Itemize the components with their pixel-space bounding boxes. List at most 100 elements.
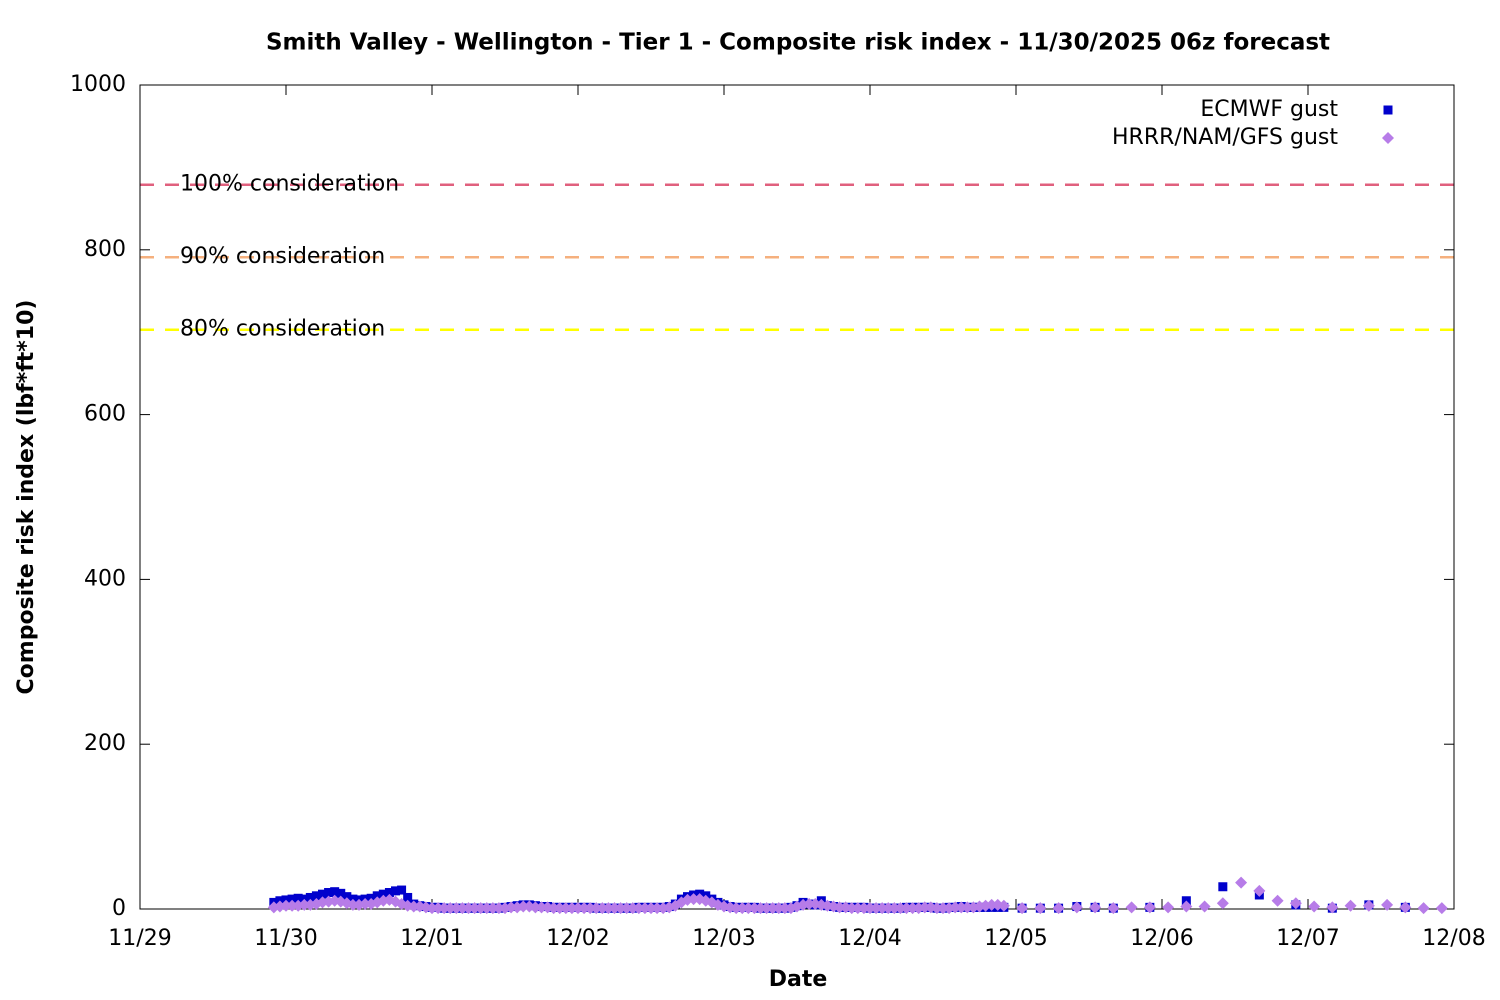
point [900,902,913,915]
point [342,892,352,902]
point [1218,882,1228,892]
x-tick-label: 12/02 [546,926,609,951]
point [778,902,791,915]
point [833,901,846,914]
point [961,901,974,914]
point [1198,900,1211,913]
point [505,901,518,914]
point [882,902,895,915]
point [492,902,505,915]
point [1070,901,1083,914]
reference-label: 100% consideration [180,172,399,197]
point [736,902,749,915]
y-axis-label: Composite risk index (lbf*ft*10) [14,300,39,695]
point [864,902,876,915]
point [1435,902,1448,915]
point [1253,884,1266,897]
point [462,902,475,915]
point [937,902,949,915]
point [287,894,297,904]
point [1289,897,1302,910]
point [1089,901,1102,914]
point [772,902,785,915]
point [578,902,591,915]
point [760,902,773,915]
point [324,888,334,898]
point [845,902,858,915]
point [311,891,321,901]
x-axis-label: Date [769,967,828,992]
point [985,898,998,911]
point [730,902,743,915]
point [1417,902,1430,915]
point [626,902,639,915]
legend-marker [1382,132,1394,144]
point [632,902,645,915]
point [438,902,451,915]
point [1034,902,1047,915]
point [918,901,931,914]
point [645,902,657,915]
y-tick-label: 400 [84,566,126,591]
point [997,899,1010,912]
point [894,902,907,915]
point [450,902,463,915]
point [608,902,621,915]
point [1399,901,1412,914]
point [870,902,883,915]
point [298,898,311,911]
point [407,900,420,913]
x-tick-label: 12/08 [1422,926,1485,951]
point [372,891,382,901]
x-tick-label: 12/06 [1130,926,1193,951]
point [876,902,889,915]
point [766,902,779,915]
point [620,902,633,915]
x-tick-label: 11/30 [254,926,317,951]
point [955,901,968,914]
point [687,893,700,906]
point [1235,876,1248,889]
y-tick-label: 200 [84,731,126,756]
point [748,902,761,915]
point [426,902,438,915]
point [346,898,359,911]
point [286,899,299,912]
point [456,902,469,915]
point [651,902,664,915]
point [1107,902,1120,915]
point [1180,900,1193,913]
point [906,902,919,915]
y-tick-label: 0 [112,896,126,921]
point [432,902,445,915]
x-tick-label: 12/07 [1276,926,1339,951]
point [888,902,901,915]
point [1143,901,1156,914]
point [318,889,327,899]
point [596,902,609,915]
y-tick-label: 1000 [70,72,126,97]
point [742,902,755,915]
point [517,900,530,913]
point [949,901,962,914]
point [1362,899,1375,912]
point [1344,899,1357,912]
point [1326,901,1339,914]
point [553,902,566,915]
point [305,892,315,902]
point [336,888,346,898]
point [803,898,816,911]
point [754,902,767,915]
point [857,902,870,915]
reference-label: 90% consideration [180,244,385,269]
point [330,887,340,897]
point [1162,901,1175,914]
point [474,902,487,915]
point [1052,902,1065,915]
point [572,902,584,915]
point [535,901,548,914]
point [590,902,603,915]
x-tick-label: 12/03 [692,926,755,951]
point [1271,894,1284,907]
